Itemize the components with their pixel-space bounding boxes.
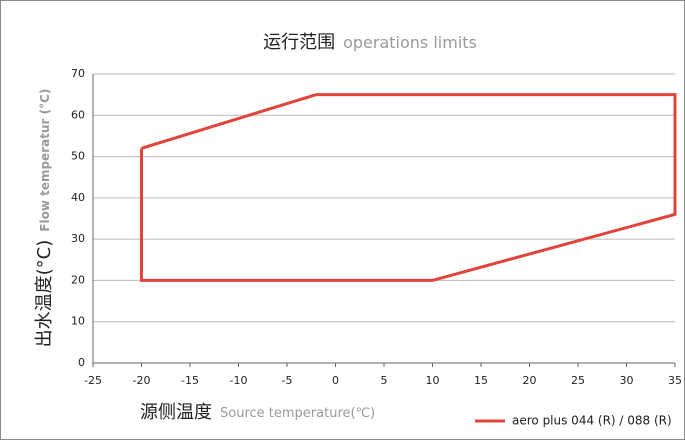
chart-title: 运行范围 operations limits <box>263 32 477 53</box>
x-axis-title: 源侧温度 Source temperature(℃) <box>140 402 375 423</box>
x-tick-label: -25 <box>84 374 102 387</box>
title-en: operations limits <box>343 33 477 52</box>
x-tick-label: 5 <box>381 374 388 387</box>
title-cn: 运行范围 <box>263 32 335 53</box>
y-tick-label: 30 <box>71 232 85 245</box>
y-tick-label: 0 <box>78 356 85 369</box>
x-label-cn: 源侧温度 <box>140 402 212 423</box>
y-axis-title: 出水温度(°C) Flow temperatur (°C) <box>34 89 55 348</box>
x-tick-label: 35 <box>668 374 682 387</box>
y-label-cn: 出水温度(°C) <box>34 240 55 348</box>
y-label-en: Flow temperatur (°C) <box>38 89 52 232</box>
x-tick-label: 0 <box>332 374 339 387</box>
y-tick-label: 50 <box>71 150 85 163</box>
x-tick-label: 30 <box>620 374 634 387</box>
x-tick-label: -20 <box>133 374 151 387</box>
x-tick-label: 25 <box>571 374 585 387</box>
y-tick-label: 60 <box>71 108 85 121</box>
y-tick-label: 40 <box>71 191 85 204</box>
y-tick-label: 20 <box>71 273 85 286</box>
x-label-en: Source temperature(℃) <box>220 406 375 421</box>
y-tick-label: 70 <box>71 67 85 80</box>
x-tick-label: -15 <box>181 374 199 387</box>
x-tick-label: -10 <box>230 374 248 387</box>
x-tick-label: 10 <box>426 374 440 387</box>
y-tick-label: 10 <box>71 315 85 328</box>
x-tick-label: 20 <box>523 374 537 387</box>
legend-label: aero plus 044 (R) / 088 (R) <box>512 414 672 428</box>
x-tick-label: 15 <box>474 374 488 387</box>
series-line <box>140 93 677 282</box>
x-tick-label: -5 <box>282 374 293 387</box>
